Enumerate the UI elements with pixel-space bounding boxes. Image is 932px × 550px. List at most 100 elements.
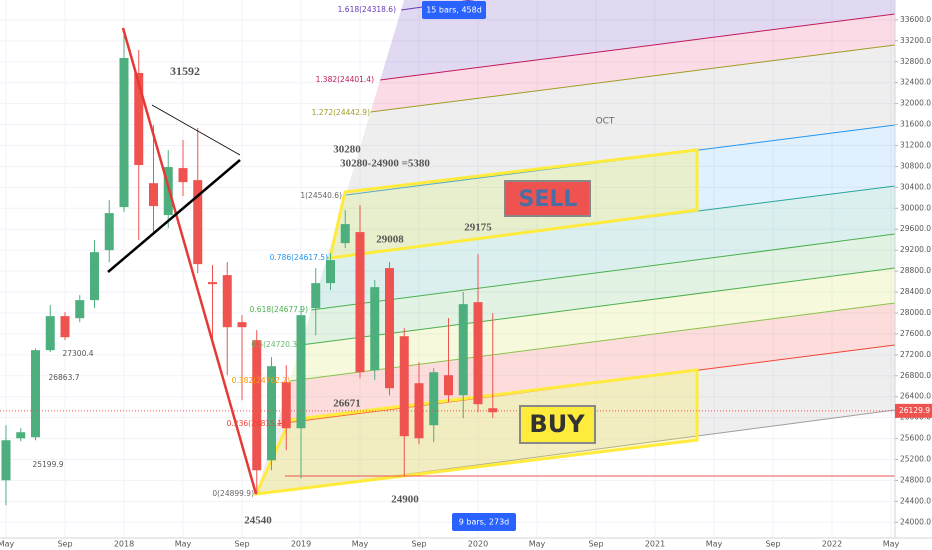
annotation: 24900 [391, 494, 419, 506]
y-tick-label: 27600.0 [900, 329, 931, 338]
annotation: 0(24899.9) [212, 489, 254, 498]
y-tick-label: 28800.0 [900, 266, 931, 275]
candle-body [488, 408, 498, 413]
candle-body [178, 168, 188, 183]
candle-body [193, 180, 203, 265]
candle-body [385, 268, 394, 389]
x-tick-label: Sep [57, 540, 72, 549]
price-tag-label: 26129.9 [899, 406, 930, 415]
fib-band [289, 268, 895, 381]
candle-body [208, 282, 217, 285]
fib-line [380, 13, 895, 81]
grid [0, 0, 895, 538]
candle-body [267, 366, 276, 461]
y-tick-label: 33600.0 [900, 15, 931, 24]
candle-body [222, 275, 232, 328]
y-tick-label: 31200.0 [900, 140, 931, 149]
fib-band [300, 234, 895, 345]
candle-body [75, 300, 85, 319]
labels: 31592 30280 30280-24900 =5380 29008 29175 266… [32, 5, 614, 527]
y-tick-label: 24000.0 [900, 517, 931, 526]
range-tag [452, 513, 516, 531]
y-tick-label: 24400.0 [900, 496, 931, 505]
candle-body [414, 383, 424, 439]
candle-body [31, 350, 40, 438]
candle-body [429, 372, 439, 426]
annotation: 31592 [170, 64, 200, 78]
x-tick-label: May [883, 540, 900, 549]
annotation: SELL [519, 187, 578, 212]
candle-body [326, 260, 335, 284]
annotation: 27300.4 [62, 349, 93, 358]
y-tick-label: 29200.0 [900, 245, 931, 254]
annotation: 24540 [244, 515, 272, 527]
candle-body [340, 224, 350, 244]
y-tick-label: 28000.0 [900, 308, 931, 317]
candle-body [399, 336, 409, 437]
annotation: 0.5(24720.3) [251, 340, 300, 349]
annotation: 25199.9 [32, 460, 63, 469]
annotation: 29175 [464, 222, 492, 234]
x-tick-label: May [706, 540, 723, 549]
y-tick-label: 31600.0 [900, 120, 931, 129]
annotation: 15 bars, 458d [426, 6, 482, 15]
x-tick-label: May [529, 540, 546, 549]
candle-body [473, 302, 483, 405]
x-tick-label: 2019 [291, 540, 311, 549]
y-tick-label: 30000.0 [900, 203, 931, 212]
y-tick-label: 30400.0 [900, 182, 931, 191]
y-tick-label: 32400.0 [900, 78, 931, 87]
y-tick-label: 25200.0 [900, 454, 931, 463]
candle-body [134, 72, 144, 166]
candle-body [90, 252, 99, 301]
candle-body [252, 340, 262, 471]
price-tag [895, 403, 932, 418]
annotation: 1.272(24442.9) [312, 108, 370, 117]
fib-band [326, 125, 895, 258]
x-tick-label: Sep [411, 540, 426, 549]
fib-line [300, 267, 895, 346]
annotation: 0.618(24677.9) [250, 305, 308, 314]
fib-band [311, 186, 895, 310]
candle-body [119, 57, 129, 208]
candle-body [311, 283, 321, 309]
y-tick-label: 28400.0 [900, 287, 931, 296]
y-tick-label: 32800.0 [900, 57, 931, 66]
candle-body [458, 304, 468, 396]
y-tick-label: 27200.0 [900, 350, 931, 359]
x-tick-label: Sep [588, 540, 603, 549]
y-tick-label: 32000.0 [900, 99, 931, 108]
annotation: 29008 [376, 234, 404, 246]
x-tick-label: May [175, 540, 192, 549]
candle-body [1, 440, 11, 481]
candle-body [281, 382, 291, 429]
y-tick-label: 24800.0 [900, 475, 931, 484]
fib-band [345, 45, 895, 195]
candle-body [149, 183, 158, 207]
annotation: 0.382(24762.7) [232, 376, 290, 385]
buy-channel [253, 368, 699, 496]
axis-background [895, 0, 932, 550]
x-tick-label: 2022 [822, 540, 842, 549]
annotation: 1(24540.6) [300, 191, 342, 200]
annotation: OCT [596, 117, 615, 127]
y-tick-label: 26400.0 [900, 392, 931, 401]
x-tick-label: May [352, 540, 369, 549]
annotation: BUY [529, 410, 585, 438]
y-tick-label: 25600.0 [900, 434, 931, 443]
candle-body [370, 287, 380, 371]
x-tick-label: 2021 [645, 540, 665, 549]
trend-line [121, 27, 258, 495]
annotation: 9 bars, 273d [459, 518, 510, 527]
candle-body [296, 315, 306, 429]
fib-line [370, 44, 895, 113]
range-tag [422, 1, 486, 19]
x-tick-label: May [0, 540, 15, 549]
x-tick-label: Sep [234, 540, 249, 549]
trend-line [151, 104, 241, 156]
annotation: 1.618(24318.6) [338, 5, 396, 14]
annotation: 26671 [333, 398, 361, 410]
